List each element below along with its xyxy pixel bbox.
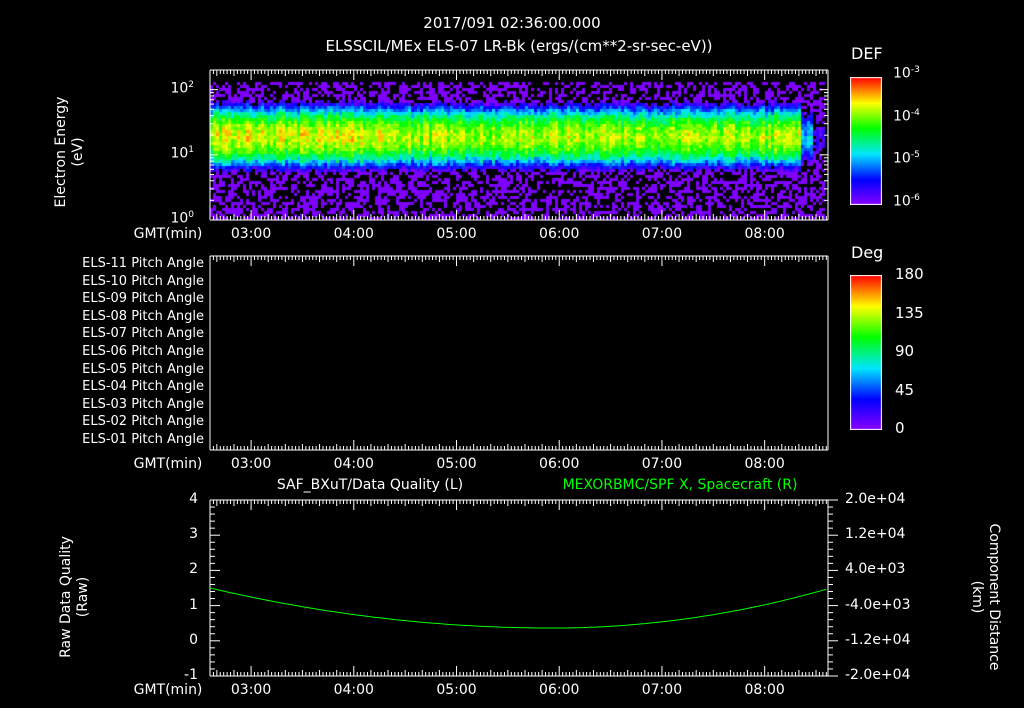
pitch-angle-row-label: ELS-04 Pitch Angle xyxy=(82,379,204,395)
right-y-tick-label: 1.2e+04 xyxy=(845,526,906,543)
colorbar-label-deg: Deg xyxy=(851,243,884,262)
left-y-tick-label: 1 xyxy=(189,596,198,613)
x-tick-label: 04:00 xyxy=(333,456,374,472)
x-axis-title: GMT(min) xyxy=(133,682,203,698)
deg-colorbar xyxy=(850,275,882,430)
pitch-angle-row-label: ELS-06 Pitch Angle xyxy=(82,344,204,359)
x-tick-label: 03:00 xyxy=(230,682,272,698)
x-tick-label: 08:00 xyxy=(744,226,785,242)
pitch-angle-row-label: ELS-02 Pitch Angle xyxy=(82,414,204,430)
panel3-left-title: SAF_BXuT/Data Quality (L) xyxy=(276,477,464,493)
right-y-tick-label: -2.0e+04 xyxy=(845,667,911,683)
colorbar-label-def: DEF xyxy=(851,44,883,63)
y-tick-label: 101 xyxy=(170,144,194,162)
pitch-angle-row-label: ELS-01 Pitch Angle xyxy=(82,432,204,447)
exponent: 2 xyxy=(188,79,194,90)
left-y-tick-label: 0 xyxy=(189,631,198,648)
pitch-angle-row-label: ELS-07 Pitch Angle xyxy=(82,326,204,342)
colorbar-tick-label: 90 xyxy=(895,342,915,360)
x-tick-label: 03:00 xyxy=(230,456,272,472)
x-tick-label: 07:00 xyxy=(641,682,683,698)
y-tick-label: 102 xyxy=(170,79,194,97)
exponent: 1 xyxy=(188,144,194,155)
spacecraft-x-line xyxy=(209,587,827,629)
right-y-tick-label: -1.2e+04 xyxy=(845,631,911,648)
panel3-right-title: MEXORBMC/SPF X, Spacecraft (R) xyxy=(562,477,798,493)
x-tick-label: 05:00 xyxy=(436,456,477,472)
electron-spectrogram xyxy=(210,70,828,220)
x-tick-label: 06:00 xyxy=(539,456,580,472)
x-tick-label: 07:00 xyxy=(641,226,683,242)
colorbar-tick-label: 0 xyxy=(895,419,905,437)
x-tick-label: 04:00 xyxy=(333,226,374,242)
left-y-tick-label: -1 xyxy=(184,667,198,683)
colorbar-tick-label: 10-5 xyxy=(893,150,920,167)
x-tick-label: 08:00 xyxy=(744,456,785,472)
def-colorbar xyxy=(850,77,882,205)
right-y-tick-label: -4.0e+03 xyxy=(845,596,911,613)
x-tick-label: 05:00 xyxy=(436,682,477,698)
x-axis-title: GMT(min) xyxy=(133,226,203,242)
y-tick-label: 100 xyxy=(170,210,194,227)
x-tick-label: 03:00 xyxy=(230,226,272,242)
right-y-tick-label: 2.0e+04 xyxy=(845,491,906,507)
exponent: -4 xyxy=(910,107,920,118)
pitch-angle-row-label: ELS-05 Pitch Angle xyxy=(82,361,204,377)
left-y-tick-label: 2 xyxy=(189,561,198,578)
colorbar-tick-label: 135 xyxy=(895,303,924,322)
x-tick-label: 04:00 xyxy=(333,682,374,698)
x-tick-label: 08:00 xyxy=(744,682,785,698)
colorbar-tick-label: 45 xyxy=(895,380,915,399)
x-tick-label: 05:00 xyxy=(436,226,477,242)
colorbar-tick-label: 10-4 xyxy=(893,107,920,125)
spectrogram-title: ELSSCIL/MEx ELS-07 LR-Bk (ergs/(cm**2-sr… xyxy=(325,37,713,55)
colorbar-tick-label: 10-6 xyxy=(893,193,920,210)
exponent: -5 xyxy=(910,150,920,161)
x-tick-label: 06:00 xyxy=(539,226,580,242)
exponent: -3 xyxy=(910,65,920,75)
pitch-angle-row-label: ELS-10 Pitch Angle xyxy=(82,273,204,289)
colorbar-tick-label: 180 xyxy=(895,265,924,283)
colorbar-tick-label: 10-3 xyxy=(893,65,920,82)
x-tick-label: 06:00 xyxy=(539,682,580,698)
pitch-angle-row-label: ELS-08 Pitch Angle xyxy=(82,308,204,324)
pitch-angle-row-label: ELS-09 Pitch Angle xyxy=(82,291,204,307)
left-y-tick-label: 3 xyxy=(189,526,198,543)
exponent: -6 xyxy=(910,193,920,203)
pitch-angle-row-label: ELS-11 Pitch Angle xyxy=(82,256,204,271)
exponent: 0 xyxy=(188,210,194,220)
right-y-tick-label: 4.0e+03 xyxy=(845,561,906,578)
x-tick-label: 07:00 xyxy=(641,456,683,472)
left-y-tick-label: 4 xyxy=(189,491,198,507)
main-title: 2017/091 02:36:00.000 xyxy=(423,14,601,32)
pitch-angle-row-label: ELS-03 Pitch Angle xyxy=(82,396,204,412)
x-axis-title: GMT(min) xyxy=(133,456,203,472)
